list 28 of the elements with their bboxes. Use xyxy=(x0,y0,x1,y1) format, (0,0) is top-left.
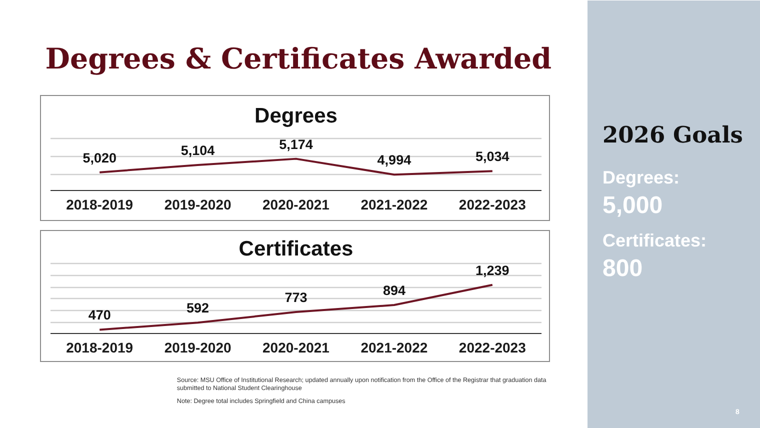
data-label: 773 xyxy=(284,290,308,306)
text: Degrees & Certificates Awarded xyxy=(45,42,552,76)
x-tick-label: 2021-2022 xyxy=(360,196,428,212)
x-tick-label: 2020-2021 xyxy=(262,340,330,356)
data-label: 4,994 xyxy=(377,152,412,168)
data-label: 5,104 xyxy=(180,142,216,158)
x-tick-label: 2022-2023 xyxy=(458,196,526,212)
x-tick-label: 2019-2020 xyxy=(164,340,232,356)
data-label: 1,239 xyxy=(476,262,510,278)
x-tick-label: 2021-2022 xyxy=(360,340,428,356)
data-label: 5,174 xyxy=(279,136,314,152)
x-tick-label: 2022-2023 xyxy=(458,340,526,356)
text: 5,000 xyxy=(602,192,663,219)
x-tick-label: 2020-2021 xyxy=(262,196,330,212)
data-label: 894 xyxy=(382,282,406,298)
data-label: 470 xyxy=(88,308,111,323)
text: Degrees: xyxy=(602,168,680,188)
data-label: 5,034 xyxy=(476,149,510,164)
data-label: 5,020 xyxy=(82,150,117,166)
text: 800 xyxy=(602,255,643,282)
text: Certificates: xyxy=(602,230,707,250)
x-tick-label: 2018-2019 xyxy=(66,340,134,356)
chart-title: Degrees xyxy=(254,104,338,128)
data-label: 592 xyxy=(186,300,210,316)
chart-title: Certificates xyxy=(238,238,354,260)
x-tick-label: 2019-2020 xyxy=(164,196,232,212)
x-tick-label: 2018-2019 xyxy=(66,196,134,212)
text: 2026 Goals xyxy=(602,122,743,148)
